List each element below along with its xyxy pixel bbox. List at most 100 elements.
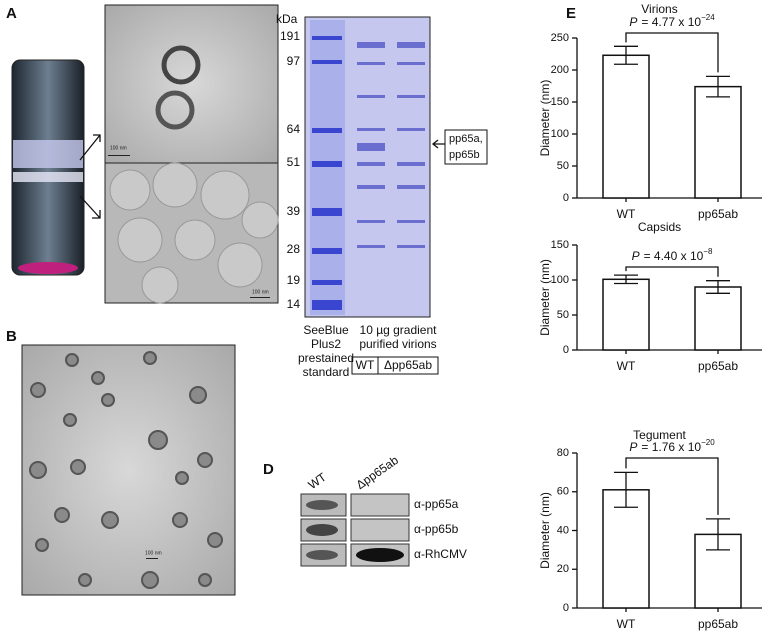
error-bar (614, 45, 638, 65)
unit-label: kDa (276, 12, 298, 26)
lane-label: Δpp65ab (384, 358, 432, 372)
marker-label: 191 (280, 29, 300, 43)
marker-label: 14 (287, 297, 301, 311)
y-tick-label: 100 (551, 274, 569, 286)
arrow-label: pp65a, (449, 133, 483, 145)
y-tick-label: 200 (551, 64, 569, 76)
bar (694, 286, 742, 351)
p-value: P = 4.40 x 10−8 (632, 247, 713, 263)
virion (155, 90, 195, 130)
x-tick-label: WT (617, 359, 636, 373)
scale-text: 100 nm (145, 550, 162, 556)
scale-text: 100 nm (110, 145, 127, 151)
y-tick-label: 0 (563, 602, 569, 614)
x-tick-label: WT (617, 207, 636, 221)
y-tick-label: 150 (551, 96, 569, 108)
panel-label: E (566, 5, 576, 22)
arrow-box (444, 129, 488, 165)
p-text: = 4.40 x 10 (644, 249, 704, 263)
antibody-label: α-RhCMV (414, 547, 467, 561)
ladder-bands (312, 36, 342, 310)
y-tick-label: 50 (557, 160, 569, 172)
vesicles (109, 162, 279, 304)
significance-bracket (625, 32, 719, 73)
lane-label: WT (306, 470, 330, 493)
chart-title: Virions (641, 2, 677, 16)
blot (300, 493, 410, 567)
chart-title: Capsids (638, 220, 681, 234)
scale-bar (108, 155, 130, 156)
y-tick-label: 250 (551, 32, 569, 44)
error-bar (614, 274, 638, 285)
significance-bracket (625, 266, 719, 277)
sample-bands (357, 42, 425, 248)
panel-label: A (6, 5, 17, 22)
error-bar (706, 280, 730, 294)
chart-title: Tegument (633, 428, 686, 442)
marker-label: 28 (287, 242, 301, 256)
x-tick-label: WT (617, 617, 636, 631)
marker-label: 51 (287, 155, 301, 169)
marker-label: 64 (287, 122, 301, 136)
arrow (79, 134, 101, 219)
ladder-lane (310, 20, 345, 315)
scale-bar (146, 558, 158, 559)
y-axis-label: Diameter (nm) (538, 259, 552, 336)
sample-text: 10 µg gradient (360, 323, 438, 337)
marker-label: 97 (287, 54, 301, 68)
p-value: P = 1.76 x 10−20 (629, 438, 715, 454)
y-tick-label: 60 (557, 486, 569, 498)
y-tick-label: 80 (557, 447, 569, 459)
virion (161, 45, 201, 85)
p-exponent: −20 (701, 438, 715, 447)
p-symbol: P (629, 440, 637, 454)
em-image (21, 344, 236, 596)
y-axis-label: Diameter (nm) (538, 492, 552, 569)
antibody-label: α-pp65a (414, 497, 459, 511)
p-symbol: P (632, 249, 640, 263)
error-bar (706, 75, 730, 98)
significance-bracket (625, 457, 719, 515)
pellet (18, 262, 78, 274)
antibody-label: α-pp65b (414, 522, 459, 536)
ladder-text: prestained (298, 351, 354, 365)
p-exponent: −24 (701, 13, 715, 22)
band (13, 140, 83, 168)
band (13, 172, 83, 182)
error-bar (706, 518, 730, 551)
bar (602, 54, 650, 199)
y-tick-label: 50 (557, 309, 569, 321)
bar (602, 278, 650, 351)
ladder-text: standard (303, 365, 350, 379)
virions (29, 351, 223, 589)
y-axis-label: Diameter (nm) (538, 80, 552, 157)
marker-label: 19 (287, 273, 301, 287)
p-value: P = 4.77 x 10−24 (629, 13, 715, 29)
x-tick-label: pp65ab (698, 207, 738, 221)
ladder-text: SeeBlue (303, 323, 349, 337)
marker-label: 39 (287, 204, 301, 218)
arrow-label: pp65b (449, 149, 480, 161)
scale-bar (250, 297, 270, 298)
lane-label: WT (356, 358, 375, 372)
y-tick-label: 20 (557, 563, 569, 575)
p-text: = 1.76 x 10 (641, 440, 701, 454)
y-tick-label: 100 (551, 128, 569, 140)
panel-label: B (6, 328, 17, 345)
p-text: = 4.77 x 10 (641, 15, 701, 29)
panel-label: D (263, 461, 274, 478)
p-symbol: P (629, 15, 637, 29)
y-tick-label: 0 (563, 192, 569, 204)
lane-box (377, 356, 439, 375)
y-tick-label: 150 (551, 239, 569, 251)
y-tick-label: 0 (563, 344, 569, 356)
em-image (104, 4, 279, 164)
bar (694, 85, 742, 199)
x-tick-label: pp65ab (698, 617, 738, 631)
scale-text: 100 nm (252, 289, 269, 295)
error-bar (614, 471, 638, 508)
p-exponent: −8 (703, 247, 713, 256)
x-tick-label: pp65ab (698, 359, 738, 373)
ladder-text: Plus2 (311, 337, 341, 351)
